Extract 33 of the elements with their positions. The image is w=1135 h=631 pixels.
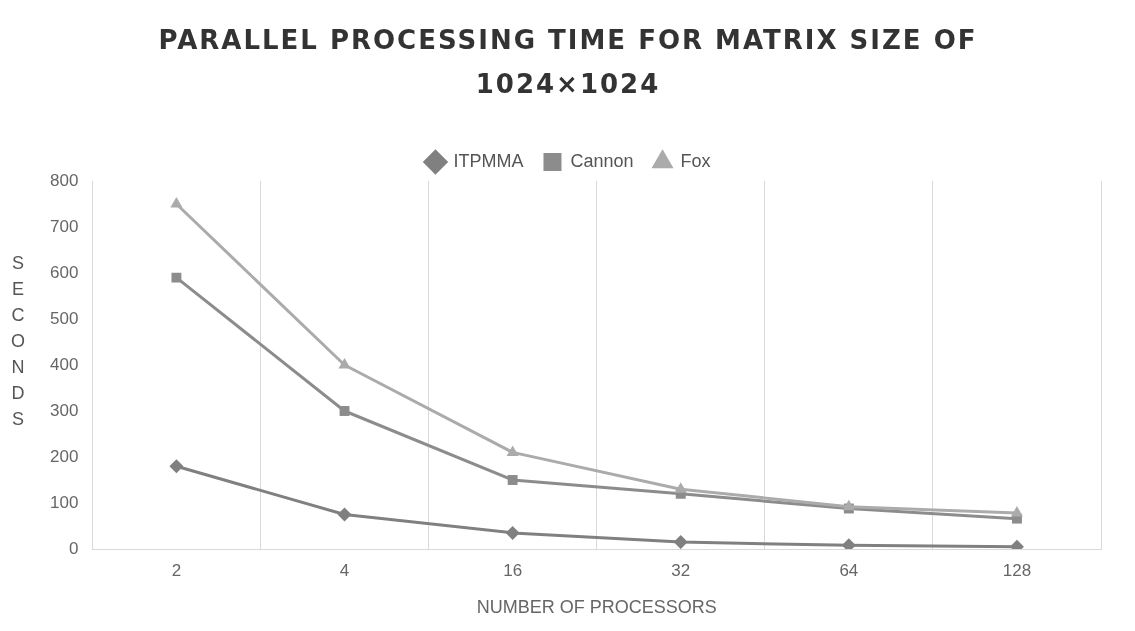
point xyxy=(507,475,518,485)
x-tick-label: 32 xyxy=(671,560,691,580)
y-tick-label: 700 xyxy=(49,216,79,236)
point xyxy=(842,499,855,511)
point xyxy=(673,535,688,549)
x-tick-label: 16 xyxy=(503,560,523,580)
point xyxy=(1010,506,1024,517)
legend-label: ITPMMA xyxy=(453,150,524,171)
x-tick-label: 2 xyxy=(171,560,182,580)
point xyxy=(506,445,519,456)
point xyxy=(505,525,520,540)
point xyxy=(339,406,350,416)
y-tick-label: 800 xyxy=(49,170,79,190)
y-axis-title: SECONDS xyxy=(8,253,28,435)
x-tick-label: 64 xyxy=(839,560,859,580)
point xyxy=(337,507,352,522)
legend-label: Fox xyxy=(680,150,711,171)
y-tick-label: 600 xyxy=(49,262,79,282)
y-tick-label: 100 xyxy=(49,492,79,512)
x-axis-title: NUMBER OF PROCESSORS xyxy=(476,597,717,618)
point xyxy=(170,197,183,208)
chart-title: PARALLEL PROCESSING TIME FOR MATRIX SIZE OF 1024×1024 xyxy=(157,24,979,101)
point xyxy=(171,272,182,283)
y-tick-label: 0 xyxy=(68,538,79,558)
x-tick-label: 4 xyxy=(339,560,350,580)
y-tick-label: 500 xyxy=(49,308,79,328)
y-tick-label: 400 xyxy=(49,354,79,374)
x-tick-label: 128 xyxy=(1002,560,1032,580)
legend-label: Cannon xyxy=(570,150,634,171)
point xyxy=(169,459,184,474)
point xyxy=(674,482,687,493)
y-tick-label: 300 xyxy=(49,400,79,420)
y-tick-label: 200 xyxy=(49,446,79,466)
